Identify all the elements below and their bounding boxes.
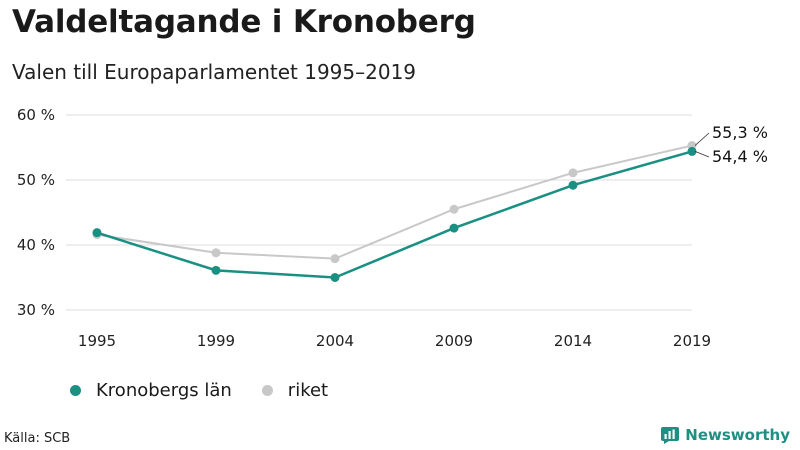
x-tick-label: 2019 bbox=[673, 332, 711, 350]
legend-label-riket: riket bbox=[287, 380, 329, 401]
data-point bbox=[449, 223, 459, 233]
x-tick-label: 1999 bbox=[197, 332, 235, 350]
brand-logo: Newsworthy bbox=[661, 426, 790, 444]
brand-name: Newsworthy bbox=[685, 426, 790, 444]
x-tick-label: 2004 bbox=[316, 332, 354, 350]
data-point bbox=[568, 180, 578, 190]
legend-label-kronoberg: Kronobergs län bbox=[96, 380, 232, 401]
chart-subtitle: Valen till Europaparlamentet 1995–2019 bbox=[12, 60, 417, 84]
legend-item-riket[interactable]: riket bbox=[261, 380, 329, 401]
data-point bbox=[449, 204, 459, 214]
end-label: 54,4 % bbox=[712, 147, 768, 166]
series-lines bbox=[92, 141, 697, 282]
data-point bbox=[211, 265, 221, 275]
legend-marker-kronoberg bbox=[70, 385, 81, 396]
newsworthy-logo-icon bbox=[661, 426, 680, 444]
grid-lines bbox=[66, 114, 692, 311]
chart-title: Valdeltagande i Kronoberg bbox=[12, 4, 476, 40]
legend-item-kronoberg[interactable]: Kronobergs län bbox=[70, 380, 232, 401]
data-point bbox=[92, 228, 102, 238]
end-label-leader bbox=[694, 151, 710, 158]
y-tick-label: 50 % bbox=[17, 171, 55, 189]
data-point bbox=[330, 254, 340, 264]
data-point bbox=[687, 146, 697, 156]
x-tick-label: 2009 bbox=[435, 332, 473, 350]
series-line bbox=[96, 150, 693, 279]
end-labels: 55,3 % 54,4 % bbox=[694, 123, 768, 166]
legend: Kronobergs län riket bbox=[70, 380, 358, 401]
series-kronoberg bbox=[92, 146, 697, 282]
data-point bbox=[330, 273, 340, 282]
x-tick-label: 2014 bbox=[554, 332, 592, 350]
y-tick-label: 60 % bbox=[17, 106, 55, 124]
y-tick-label: 40 % bbox=[17, 236, 55, 254]
source-note: Källa: SCB bbox=[4, 431, 71, 446]
series-line bbox=[96, 144, 693, 260]
legend-marker-riket bbox=[261, 385, 273, 396]
data-point bbox=[211, 248, 221, 258]
y-axis-ticks: 30 % 40 % 50 % 60 % bbox=[17, 106, 55, 319]
end-label: 55,3 % bbox=[712, 123, 768, 142]
series-riket bbox=[92, 141, 697, 264]
data-point bbox=[568, 168, 578, 178]
y-tick-label: 30 % bbox=[17, 301, 55, 319]
x-tick-label: 1995 bbox=[78, 332, 116, 350]
x-axis-ticks: 1995 1999 2004 2009 2014 2019 bbox=[78, 332, 711, 350]
end-label-leader bbox=[694, 132, 710, 146]
